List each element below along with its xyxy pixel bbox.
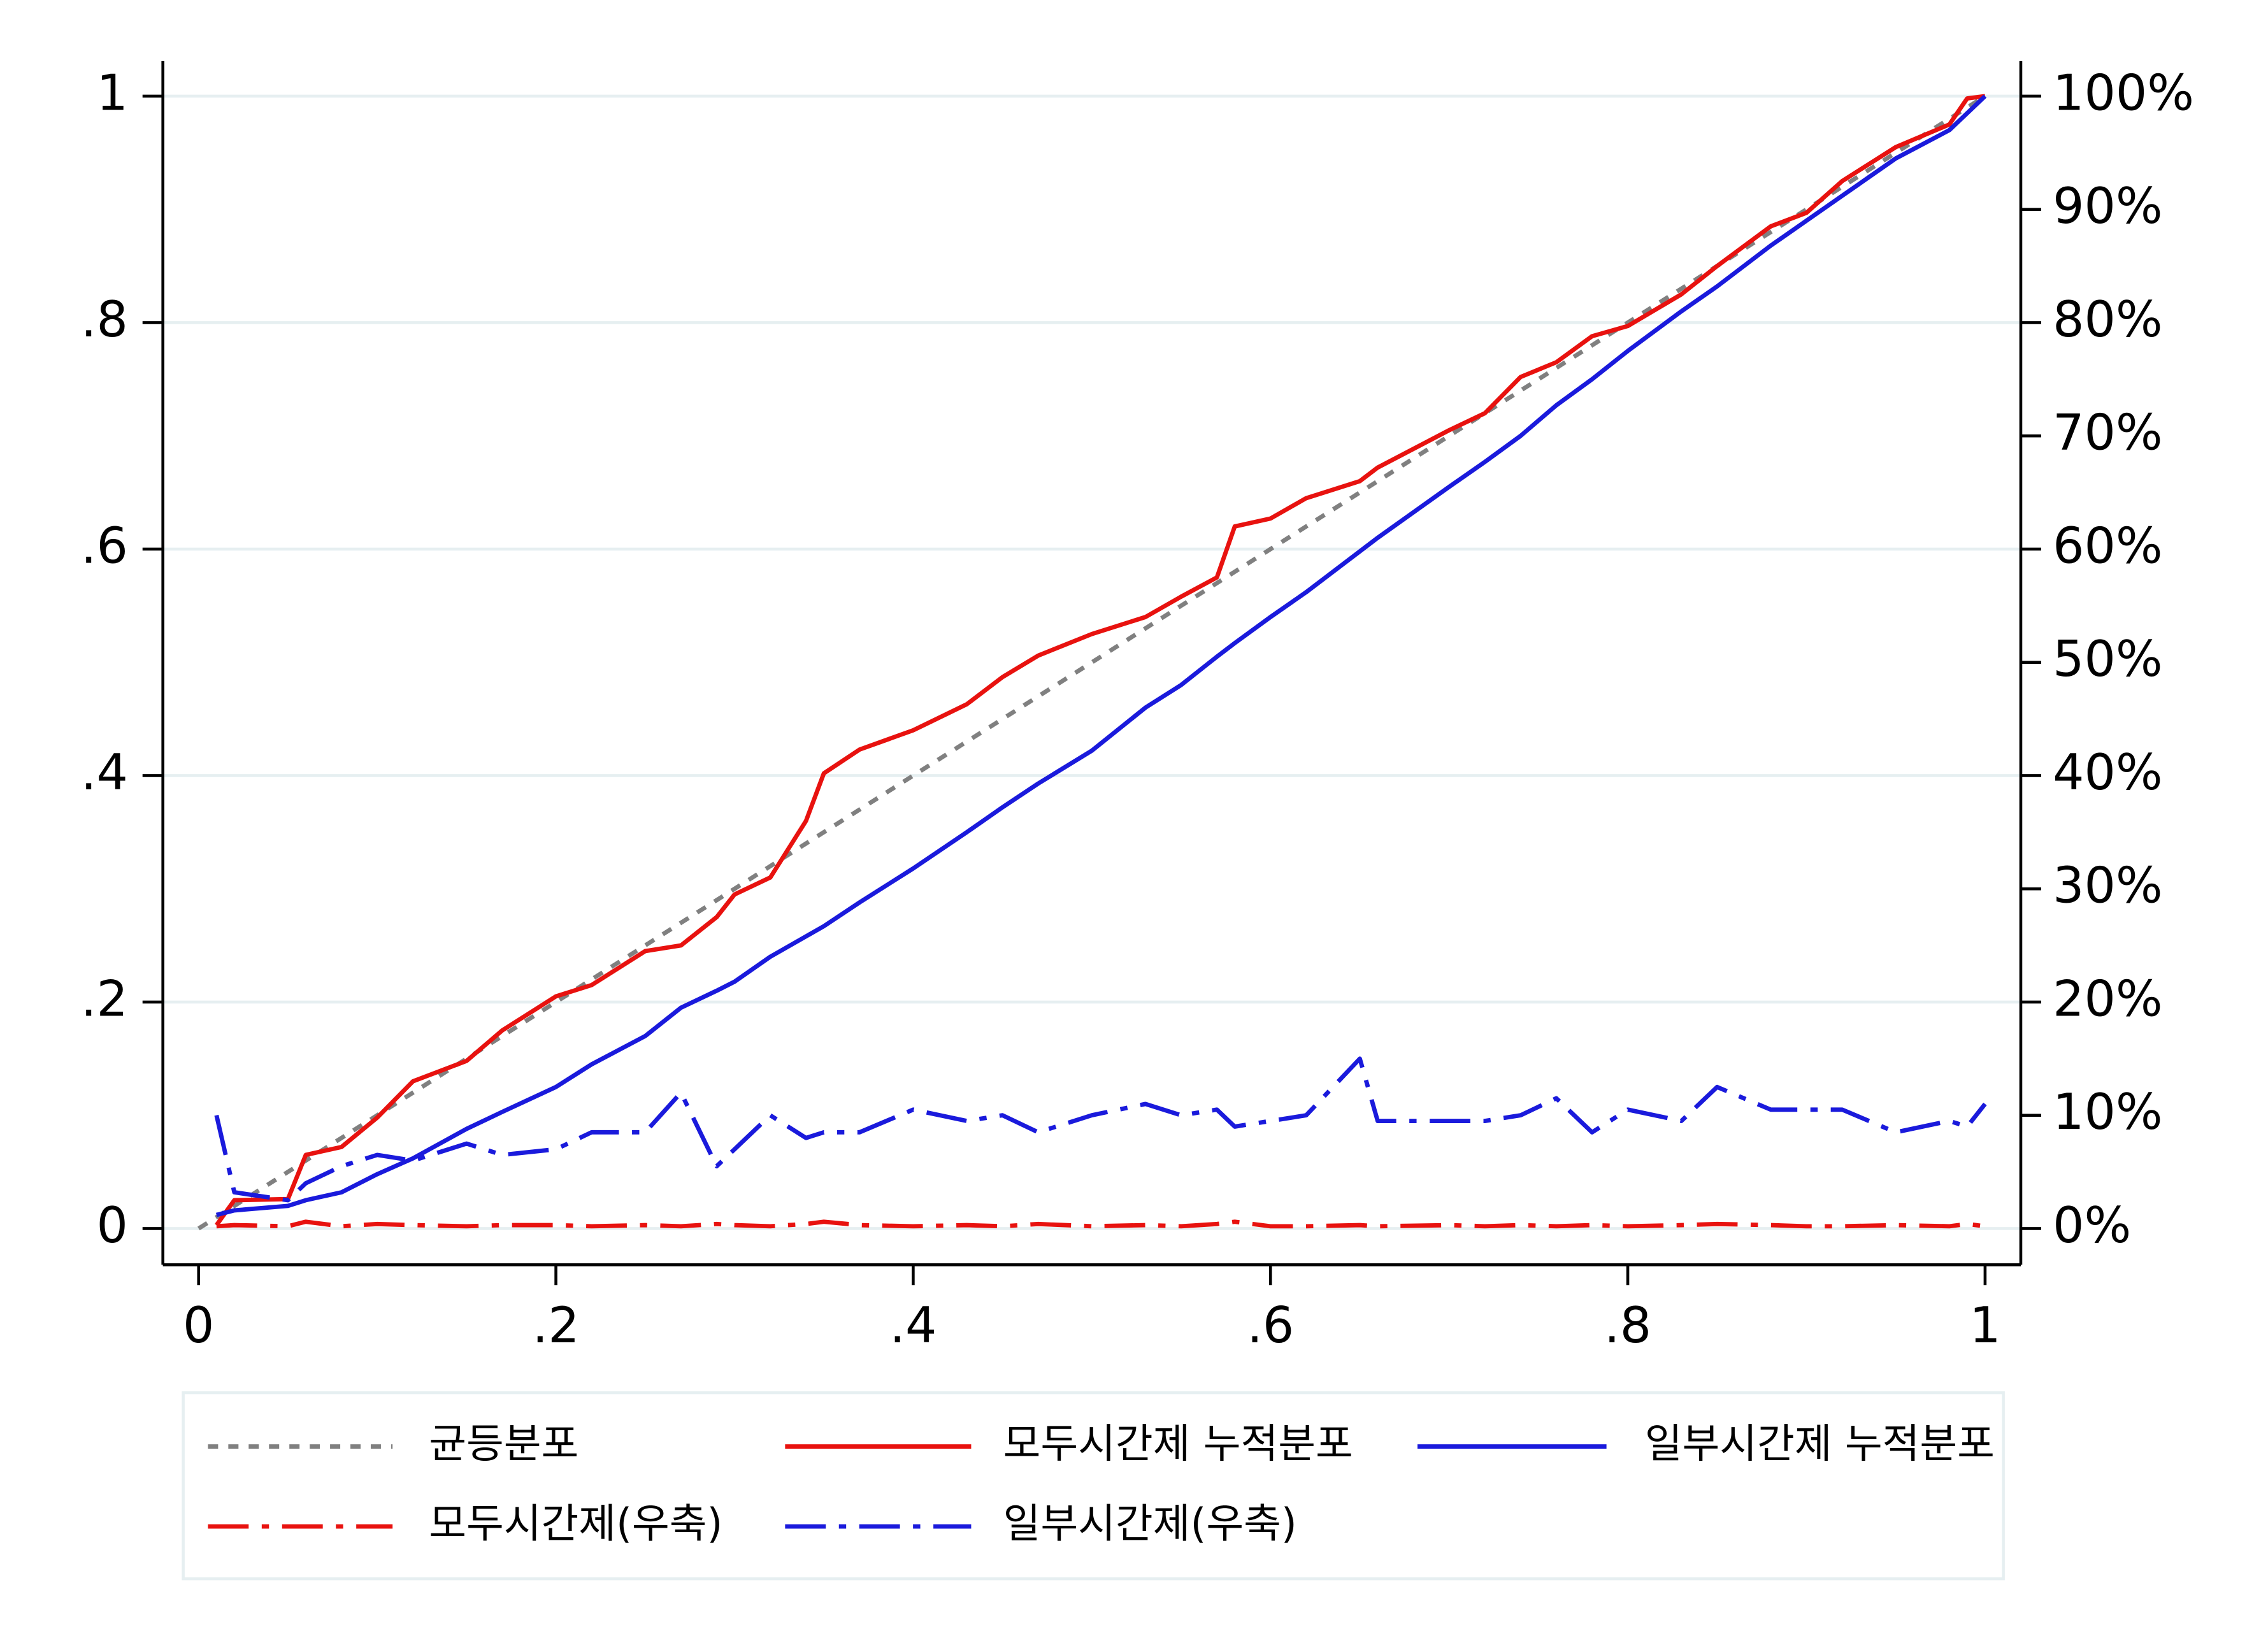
- y-tick-label: 1: [97, 64, 128, 122]
- y2-tick-label: 100%: [2053, 64, 2194, 122]
- y2-tick-label: 50%: [2053, 631, 2162, 688]
- legend-label: 모두시간제 누적분포: [1003, 1421, 1353, 1468]
- y-tick-label: .8: [81, 291, 128, 348]
- y-tick-label: .6: [81, 517, 128, 575]
- x-tick-label: 1: [1969, 1297, 2000, 1354]
- y2-tick-label: 30%: [2053, 857, 2162, 915]
- x-tick-label: 0: [183, 1297, 214, 1354]
- x-tick-label: .6: [1247, 1297, 1294, 1354]
- x-tick-label: .8: [1604, 1297, 1651, 1354]
- y2-tick-label: 60%: [2053, 517, 2162, 575]
- legend-label: 모두시간제(우축): [429, 1501, 722, 1548]
- y2-tick-label: 10%: [2053, 1084, 2162, 1141]
- legend-label: 일부시간제 누적분포: [1645, 1421, 1995, 1468]
- y2-tick-label: 80%: [2053, 291, 2162, 348]
- y-tick-label: 0: [97, 1197, 128, 1254]
- y2-tick-label: 90%: [2053, 178, 2162, 235]
- series-line: [215, 94, 1987, 1217]
- y-tick-label: .4: [81, 744, 128, 801]
- legend-label: 일부시간제(우축): [1003, 1501, 1297, 1548]
- x-tick-label: .2: [533, 1297, 580, 1354]
- y2-tick-label: 70%: [2053, 405, 2162, 462]
- series-line: [215, 94, 1986, 1227]
- y-tick-label: .2: [81, 970, 128, 1028]
- y2-tick-label: 20%: [2053, 970, 2162, 1028]
- series-line: [214, 1056, 1987, 1203]
- y2-tick-label: 40%: [2053, 744, 2162, 801]
- legend-label: 균등분포: [429, 1421, 578, 1468]
- legend-box: [182, 1391, 2005, 1581]
- y2-tick-label: 0%: [2053, 1197, 2131, 1254]
- x-tick-label: .4: [889, 1297, 937, 1354]
